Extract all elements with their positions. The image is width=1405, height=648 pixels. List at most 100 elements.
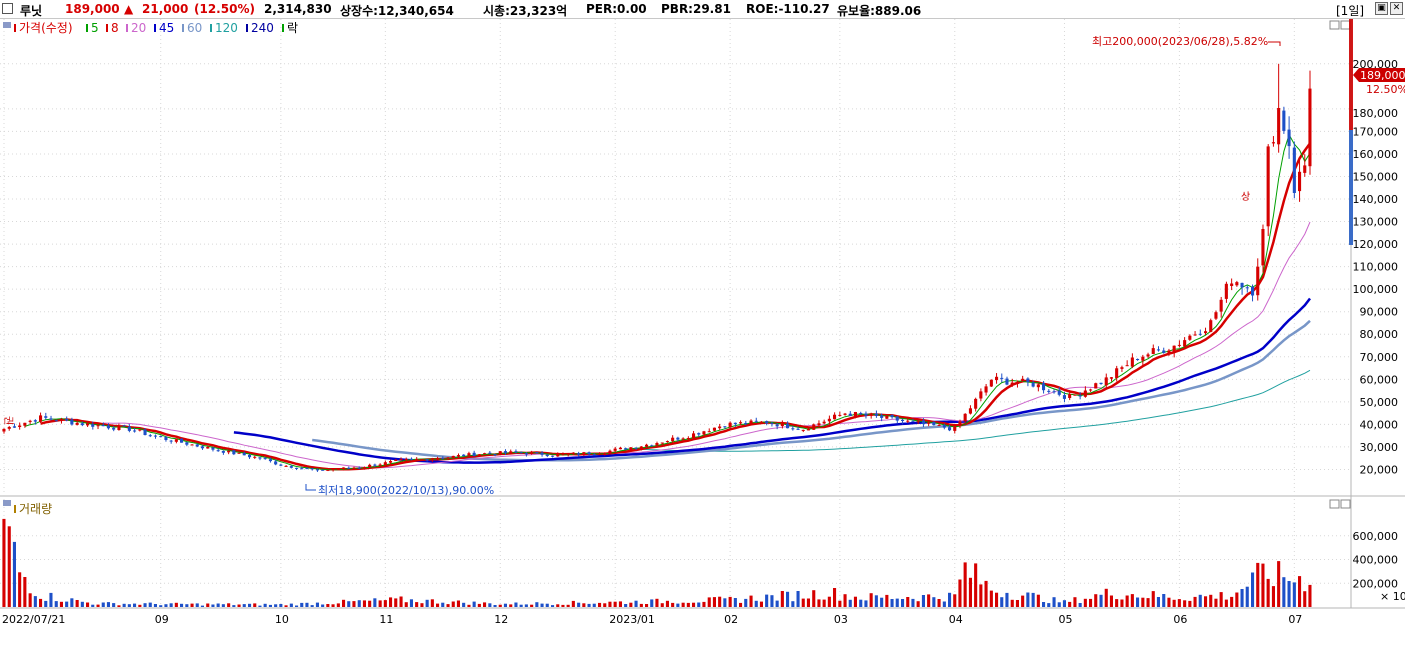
volume-bar (7, 526, 11, 607)
candle-body (848, 413, 852, 416)
candle-body (65, 418, 69, 421)
candle-body (357, 467, 361, 469)
candle-body (932, 421, 936, 426)
change-amount: 21,000 (142, 2, 189, 16)
price-tick-label: 130,000 (1353, 216, 1399, 229)
volume-bar (1188, 600, 1192, 607)
volume-bar (676, 603, 680, 607)
volume-bar (864, 600, 868, 607)
candle-body (1120, 367, 1124, 369)
candle-body (352, 467, 356, 469)
volume-bar (253, 603, 257, 607)
volume-bar (728, 596, 732, 607)
moving-average-lines (24, 133, 1312, 471)
candle-body (138, 429, 142, 431)
price-tick-label: 150,000 (1353, 170, 1399, 183)
candle-body (812, 424, 816, 430)
candle-body (739, 422, 743, 424)
volume-bar (65, 601, 69, 607)
candle-body (279, 464, 283, 466)
volume-panel-close-button[interactable] (1340, 499, 1351, 509)
volume-bar (200, 605, 204, 607)
candle-body (321, 469, 325, 471)
candle-body (1245, 287, 1249, 289)
candle-body (791, 428, 795, 430)
volume-bar (1162, 594, 1166, 607)
candle-body (551, 455, 555, 457)
candle-body (75, 422, 79, 425)
candle-body (759, 421, 763, 423)
volume-bar (75, 600, 79, 607)
candle-body (23, 422, 27, 426)
volume-bar (279, 604, 283, 607)
volume-panel-minimize-button[interactable] (1329, 499, 1340, 509)
volume-bar (885, 594, 889, 607)
volume-bar (759, 601, 763, 607)
volume-bar (963, 562, 967, 607)
volume-bar (833, 588, 837, 607)
volume-bar (712, 597, 716, 607)
ma-legend-label: 8 (111, 21, 119, 35)
candle-body (232, 450, 236, 455)
volume-bar (211, 604, 215, 607)
candle-body (112, 428, 116, 430)
price-panel-minimize-button[interactable] (1329, 20, 1340, 30)
candle-body (227, 450, 231, 453)
volume-bar (1177, 599, 1181, 607)
volume-bar (488, 603, 492, 607)
candle-body (639, 446, 643, 449)
select-checkbox[interactable] (2, 3, 13, 14)
candle-body (195, 444, 199, 447)
candle-body (1021, 378, 1025, 382)
volume-bar (33, 596, 37, 607)
volume-bar (645, 604, 649, 607)
ma-legend-swatch (154, 24, 156, 32)
rights-marker: 권 (2, 416, 14, 425)
volume-bar (23, 577, 27, 607)
candle-body (1172, 345, 1176, 352)
restore-button[interactable]: ▣ (1375, 2, 1388, 15)
volume-bar (1224, 599, 1228, 607)
candle-body (1188, 335, 1192, 340)
volume-bar (686, 602, 690, 607)
volume-bar (289, 603, 293, 607)
volume-bar (143, 603, 147, 607)
volume-bar (462, 602, 466, 607)
close-button[interactable]: ✕ (1390, 2, 1403, 15)
volume-bar (1308, 584, 1312, 607)
volume-bar (368, 600, 372, 607)
candle-body (368, 464, 372, 467)
volume-panel-toggle-icon[interactable] (3, 500, 11, 506)
volume-bar (248, 603, 252, 607)
volume-bar (603, 603, 607, 607)
candle-body (122, 425, 126, 427)
current-price-tag-label: 189,000 (1360, 69, 1405, 82)
volume-unit-label: × 10 (1380, 590, 1405, 603)
candle-body (1303, 165, 1307, 173)
volume-bar (122, 603, 126, 607)
candle-body (185, 442, 189, 445)
candle-body (148, 435, 152, 437)
price-tick-label: 100,000 (1353, 283, 1399, 296)
volume-bar (1115, 599, 1119, 607)
volume-bar (138, 604, 142, 607)
volume-bar (472, 601, 476, 607)
ma-legend-swatch (106, 24, 108, 32)
candle-body (1136, 359, 1140, 360)
volume-bar (101, 602, 105, 607)
candle-body (1099, 382, 1103, 384)
candle-body (890, 414, 894, 418)
price-tick-label: 80,000 (1360, 328, 1399, 341)
candle-body (1000, 377, 1004, 379)
volume-bar (598, 602, 602, 607)
candle-body (995, 376, 999, 381)
volume-bar (984, 580, 988, 607)
candle-body (514, 451, 518, 453)
volume-bar (979, 584, 983, 607)
float-ratio: 유보율:889.06 (837, 4, 922, 18)
price-panel-close-button[interactable] (1340, 20, 1351, 30)
candle-body (1052, 391, 1056, 393)
volume-bar (436, 603, 440, 607)
panel-toggle-icon[interactable] (3, 22, 11, 28)
period-selector[interactable]: [1일] (1336, 4, 1365, 18)
